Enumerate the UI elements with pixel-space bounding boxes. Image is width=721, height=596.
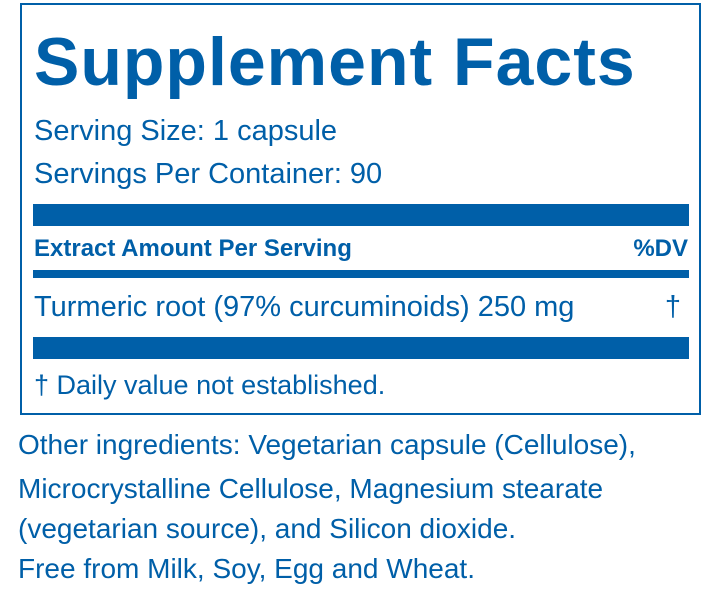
- thick-divider: [33, 204, 689, 226]
- header-dv: %DV: [633, 235, 688, 262]
- header-amount-per-serving: Extract Amount Per Serving: [34, 235, 352, 262]
- footnote: † Daily value not established.: [34, 370, 386, 400]
- other-ingredients-line: Microcrystalline Cellulose, Magnesium st…: [18, 473, 604, 504]
- other-ingredients-line: Other ingredients: Vegetarian capsule (C…: [18, 429, 636, 460]
- supplement-facts-panel: [20, 3, 701, 415]
- thin-divider: [33, 270, 689, 278]
- ingredient-dv: †: [664, 291, 681, 323]
- serving-size: Serving Size: 1 capsule: [34, 115, 338, 147]
- panel-title: Supplement Facts: [34, 24, 636, 100]
- allergen-statement: Free from Milk, Soy, Egg and Wheat.: [18, 553, 475, 584]
- servings-per-container: Servings Per Container: 90: [34, 158, 383, 190]
- ingredient-row: Turmeric root (97% curcuminoids) 250 mg: [34, 291, 575, 323]
- thick-divider-bottom: [33, 337, 689, 359]
- other-ingredients-line: (vegetarian source), and Silicon dioxide…: [18, 513, 517, 544]
